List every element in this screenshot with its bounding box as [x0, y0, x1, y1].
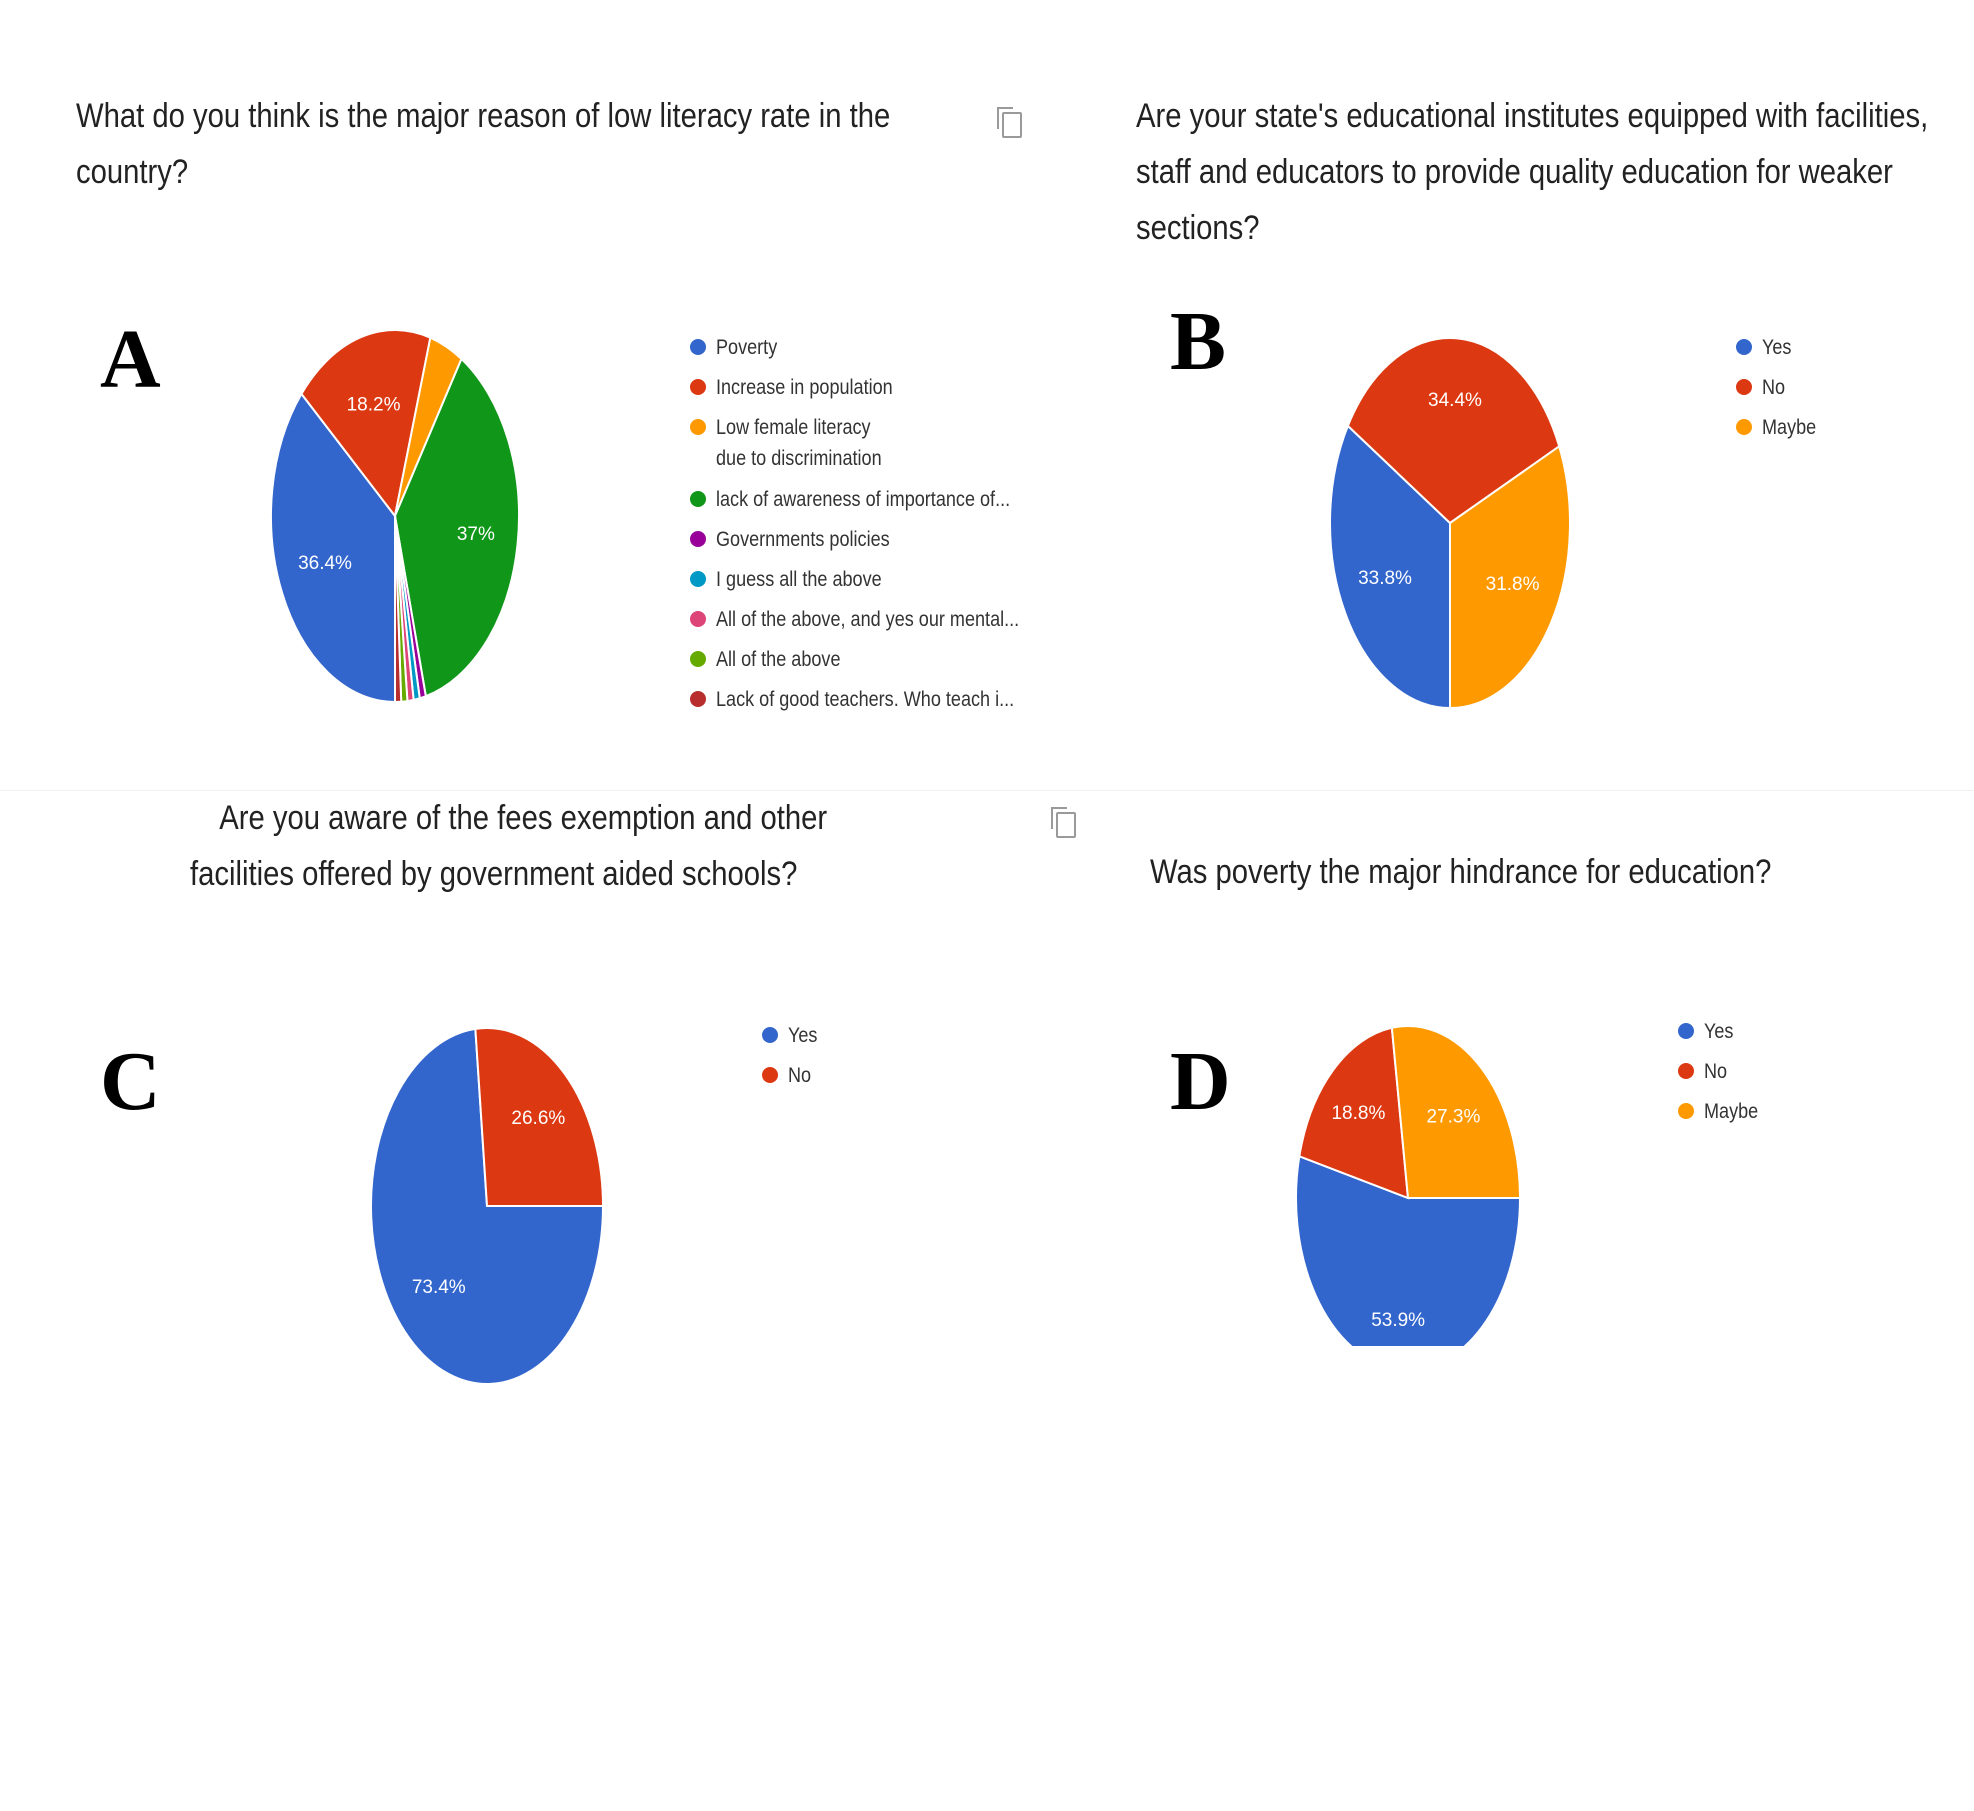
- legend-item: Lack of good teachers. Who teach i...: [690, 684, 1069, 724]
- legend-label: All of the above: [716, 648, 841, 671]
- question-c: Are you aware of the fees exemption and …: [190, 799, 828, 893]
- panel-letter-c: C: [100, 1035, 161, 1128]
- pie-slice-d-1: [1295, 1154, 1522, 1346]
- panel-letter-a: A: [100, 313, 161, 406]
- legend-item: Governments policies: [690, 524, 1069, 564]
- question-a: What do you think is the major reason of…: [76, 97, 891, 191]
- legend-item: Poverty: [690, 332, 1069, 372]
- legend-c: Yes No: [762, 1020, 822, 1100]
- legend-label: Lack of good teachers. Who teach i...: [716, 688, 1015, 711]
- legend-label: Yes: [1762, 336, 1792, 359]
- legend-label: Increase in population: [716, 376, 893, 399]
- legend-swatch: [1736, 339, 1752, 355]
- legend-swatch: [762, 1067, 778, 1083]
- legend-item: Maybe: [1736, 412, 1825, 452]
- legend-d: Yes No Maybe: [1678, 1016, 1767, 1136]
- pie-slice-c-2: [474, 1027, 605, 1207]
- legend-label: I guess all the above: [716, 568, 882, 591]
- pie-value-label: 37%: [457, 524, 495, 545]
- pie-slice-d-3: [1390, 1025, 1522, 1199]
- legend-swatch: [690, 491, 706, 507]
- pie-chart-a: 36.4% 18.2% 37%: [270, 329, 520, 704]
- pie-value-label: 27.3%: [1426, 1106, 1480, 1127]
- legend-item: No: [1736, 372, 1825, 412]
- legend-item: Yes: [762, 1020, 822, 1060]
- legend-item: All of the above, and yes our mental...: [690, 604, 1069, 644]
- legend-item: I guess all the above: [690, 564, 1069, 604]
- question-b: Are your state's educational institutes …: [1136, 97, 1929, 247]
- legend-label: All of the above, and yes our mental...: [716, 608, 1020, 631]
- legend-swatch: [690, 571, 706, 587]
- pie-value-label: 31.8%: [1486, 574, 1540, 595]
- legend-item: Yes: [1678, 1016, 1767, 1056]
- pie-slice-b-1: [1329, 424, 1451, 710]
- legend-item: No: [762, 1060, 822, 1100]
- legend-swatch: [1736, 419, 1752, 435]
- pie-slice-a-2: [300, 329, 432, 519]
- legend-label: lack of awareness of importance of...: [716, 488, 1011, 511]
- copy-icon[interactable]: [997, 107, 1022, 138]
- legend-swatch: [1678, 1103, 1694, 1119]
- legend-item: Low female literacy due to discriminatio…: [690, 412, 1069, 484]
- legend-item: Yes: [1736, 332, 1825, 372]
- legend-swatch: [690, 339, 706, 355]
- divider: [0, 790, 1974, 791]
- pie-value-label: 18.2%: [347, 394, 401, 415]
- legend-swatch: [690, 651, 706, 667]
- panel-letter-b: B: [1170, 295, 1227, 388]
- legend-item: Increase in population: [690, 372, 1069, 412]
- legend-swatch: [690, 531, 706, 547]
- pie-value-label: 34.4%: [1428, 390, 1482, 411]
- legend-label: Governments policies: [716, 528, 890, 551]
- pie-slice-a-4: [393, 357, 520, 698]
- legend-label: Yes: [1704, 1020, 1734, 1043]
- legend-label: No: [788, 1064, 812, 1087]
- legend-swatch: [1736, 379, 1752, 395]
- pie-value-label: 33.8%: [1358, 568, 1412, 589]
- pie-chart-d: 53.9% 18.8% 27.3%: [1295, 1025, 1522, 1346]
- pie-value-label: 53.9%: [1371, 1310, 1425, 1331]
- legend-swatch: [690, 611, 706, 627]
- pie-slice-b-3: [1449, 444, 1571, 710]
- legend-swatch: [1678, 1023, 1694, 1039]
- legend-b: Yes No Maybe: [1736, 332, 1825, 452]
- pie-value-label: 26.6%: [511, 1108, 565, 1129]
- legend-swatch: [1678, 1063, 1694, 1079]
- question-d: Was poverty the major hindrance for educ…: [1150, 853, 1772, 891]
- legend-label: No: [1704, 1060, 1728, 1083]
- legend-swatch: [690, 691, 706, 707]
- legend-label: Yes: [788, 1024, 818, 1047]
- legend-item: No: [1678, 1056, 1767, 1096]
- legend-swatch: [762, 1027, 778, 1043]
- legend-label: Maybe: [1704, 1100, 1759, 1123]
- panel-letter-d: D: [1170, 1035, 1231, 1128]
- pie-slice-d-2: [1298, 1026, 1410, 1200]
- pie-slice-a-1: [270, 392, 396, 704]
- legend-item: lack of awareness of importance of...: [690, 484, 1069, 524]
- legend-label: Low female literacy due to discriminatio…: [716, 416, 882, 470]
- legend-label: No: [1762, 376, 1786, 399]
- pie-value-label: 73.4%: [412, 1277, 466, 1298]
- legend-item: All of the above: [690, 644, 1069, 684]
- pie-slice-b-2: [1346, 337, 1561, 525]
- pie-value-label: 36.4%: [298, 553, 352, 574]
- pie-chart-b: 33.8% 34.4% 31.8%: [1329, 337, 1571, 710]
- legend-swatch: [690, 379, 706, 395]
- legend-swatch: [690, 419, 706, 435]
- pie-value-label: 18.8%: [1331, 1103, 1385, 1124]
- copy-icon[interactable]: [1051, 807, 1076, 838]
- legend-label: Maybe: [1762, 416, 1817, 439]
- legend-item: Maybe: [1678, 1096, 1767, 1136]
- pie-slice-a-9: [394, 515, 403, 704]
- legend-a: Poverty Increase in population Low female …: [690, 332, 1069, 724]
- pie-chart-c: 73.4% 26.6%: [370, 1027, 605, 1385]
- legend-label: Poverty: [716, 336, 778, 359]
